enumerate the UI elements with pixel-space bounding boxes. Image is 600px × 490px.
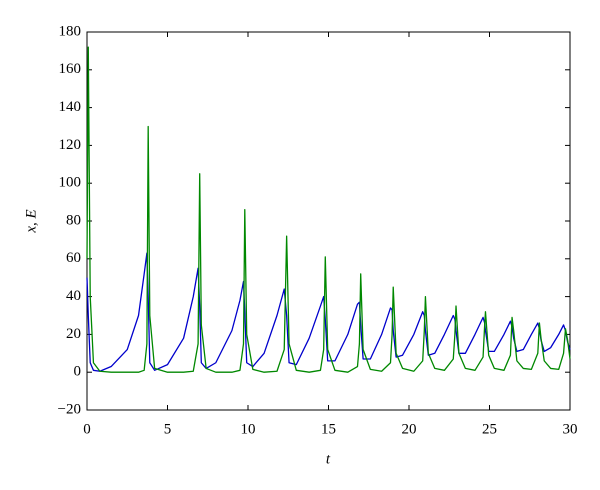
y-tick-label: −20 — [58, 401, 81, 417]
x-tick-label: 0 — [83, 421, 91, 437]
x-axis-label: t — [326, 451, 331, 467]
x-tick-label: 30 — [563, 421, 578, 437]
y-tick-label: 120 — [59, 137, 82, 153]
y-tick-label: 80 — [66, 212, 81, 228]
x-tick-label: 5 — [164, 421, 172, 437]
y-tick-label: 0 — [74, 364, 82, 380]
x-tick-label: 10 — [241, 421, 256, 437]
x-tick-label: 25 — [482, 421, 497, 437]
y-tick-label: 20 — [66, 326, 81, 342]
y-tick-label: 40 — [66, 288, 81, 304]
y-tick-label: 180 — [59, 23, 82, 39]
y-tick-label: 100 — [59, 175, 82, 191]
y-axis-label: x, E — [23, 209, 39, 233]
x-tick-label: 20 — [402, 421, 417, 437]
line-series — [86, 46, 571, 373]
y-tick-label: 60 — [66, 250, 81, 266]
x-tick-label: 15 — [321, 421, 336, 437]
y-tick-label: 160 — [59, 61, 82, 77]
y-tick-label: 140 — [59, 99, 82, 115]
